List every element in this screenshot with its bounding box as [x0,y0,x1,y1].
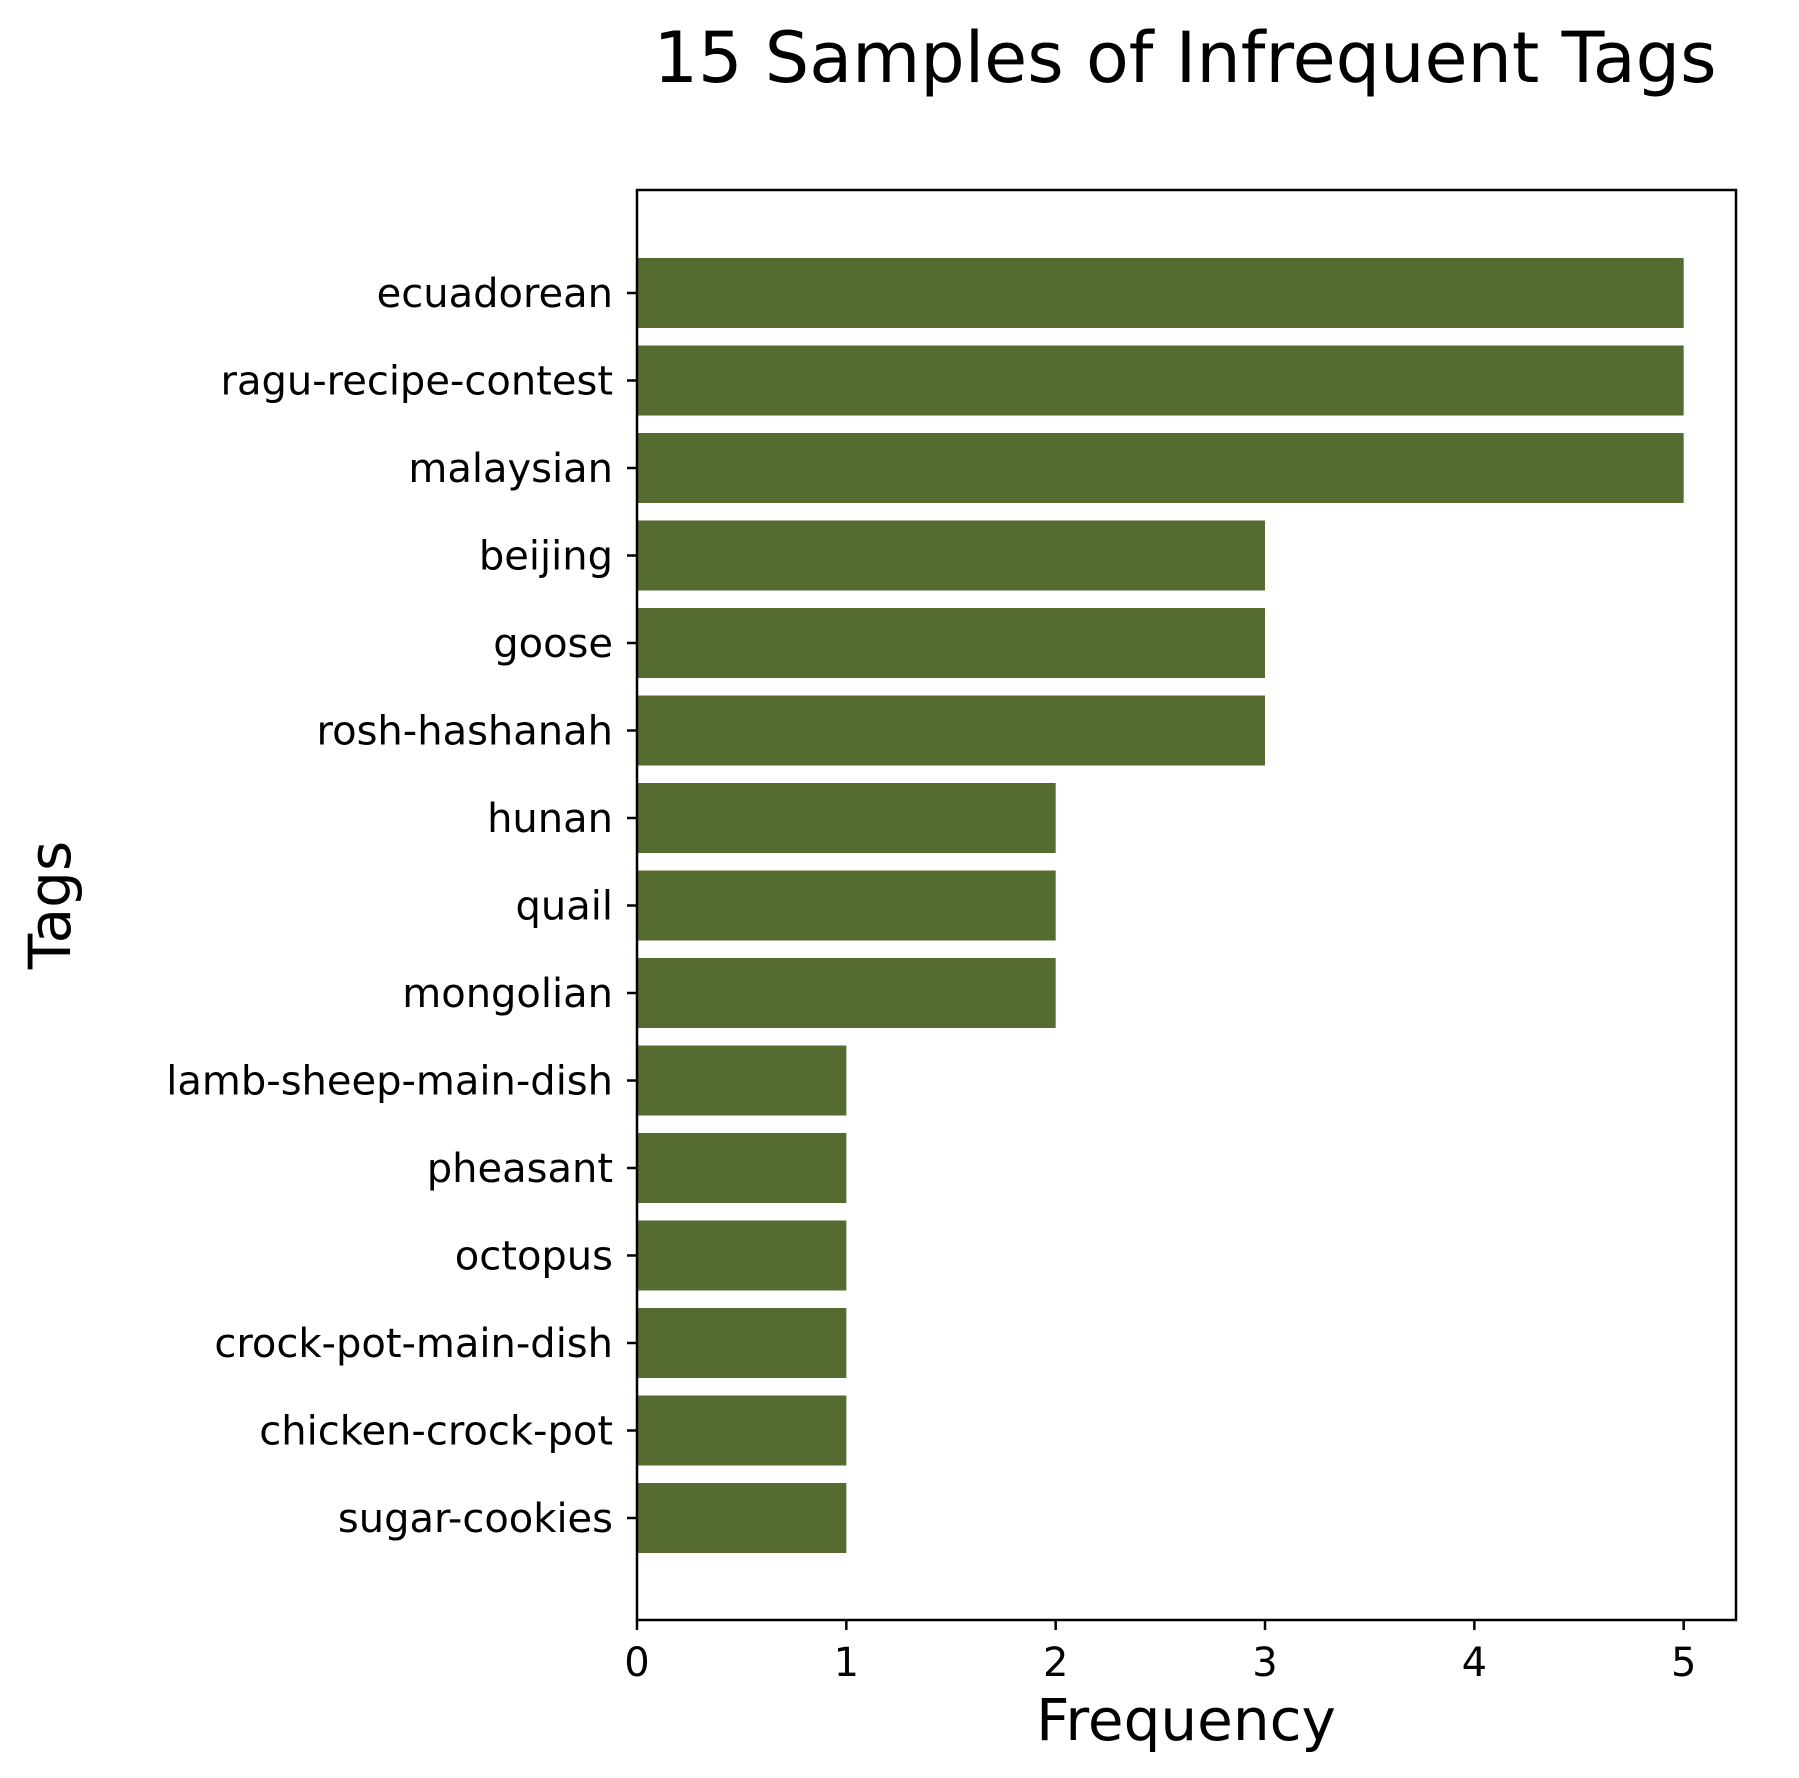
y-tick-label: hunan [487,796,613,842]
y-tick-label: mongolian [402,971,613,1017]
x-tick-label: 2 [1043,1640,1068,1686]
bar-lamb-sheep-main-dish [637,1045,847,1116]
y-tick-label: crock-pot-main-dish [214,1321,613,1367]
y-tick-label: lamb-sheep-main-dish [166,1059,613,1105]
bar-rosh-hashanah [637,695,1265,766]
y-axis-ticks: ecuadorean ragu-recipe-contest malaysian be… [166,271,637,1542]
bar-ecuadorean [637,258,1684,328]
x-tick-label: 4 [1462,1640,1487,1686]
bar-quail [637,870,1056,941]
y-tick-label: goose [493,621,613,667]
x-tick-label: 5 [1671,1640,1696,1686]
bar-mongolian [637,958,1056,1028]
y-tick-label: sugar-cookies [338,1496,613,1542]
bar-sugar-cookies [637,1483,847,1553]
x-tick-label: 3 [1252,1640,1277,1686]
y-axis-label: Tags [16,841,84,970]
x-tick-label: 1 [834,1640,859,1686]
bar-chicken-crock-pot [637,1395,847,1466]
bar-octopus [637,1220,847,1291]
y-tick-label: ragu-recipe-contest [221,359,613,405]
bar-hunan [637,783,1056,853]
y-tick-label: pheasant [427,1146,613,1192]
bar-pheasant [637,1133,847,1203]
chart-title: 15 Samples of Infrequent Tags [653,17,1716,99]
x-axis-ticks: 0 1 2 3 4 5 [624,1620,1696,1686]
x-tick-label: 0 [624,1640,649,1686]
x-axis-label: Frequency [1036,1686,1336,1754]
y-tick-label: rosh-hashanah [317,709,613,755]
bar-crock-pot-main-dish [637,1308,847,1378]
bar-beijing [637,520,1265,591]
y-tick-label: chicken-crock-pot [259,1409,613,1455]
plot-frame [635,188,1738,1622]
bar-goose [637,608,1265,678]
y-tick-label: beijing [479,534,613,580]
y-tick-label: malaysian [408,446,613,492]
bar-malaysian [637,433,1684,503]
y-tick-label: octopus [455,1234,613,1280]
bars-group [637,258,1684,1553]
bar-ragu-recipe-contest [637,345,1684,416]
y-tick-label: quail [516,884,613,930]
y-tick-label: ecuadorean [377,271,613,317]
